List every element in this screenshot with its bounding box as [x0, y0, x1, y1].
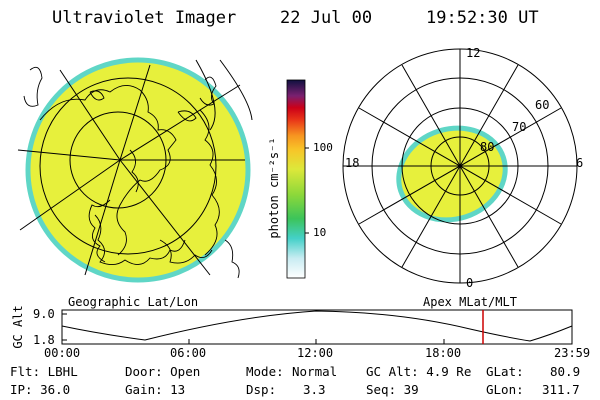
- coastline-contour: [89, 90, 105, 101]
- altitude-plot: [61, 309, 573, 345]
- longitude-line: [119, 159, 211, 276]
- mlat-label-60: 60: [535, 98, 550, 112]
- altitude-xtick: 00:00: [44, 346, 81, 360]
- info-gcalt: GC Alt: 4.9 Re: [366, 364, 472, 379]
- time-label: 19:52:30 UT: [426, 8, 539, 28]
- longitude-arc: [195, 59, 216, 131]
- auroral-oval: [396, 125, 508, 223]
- altitude-ytick: 9.0: [33, 307, 55, 321]
- coastline-outside: [23, 66, 43, 107]
- coastline-contour: [129, 149, 139, 193]
- right-panel-label: Apex MLat/MLT: [423, 295, 517, 309]
- altitude-xtick: 06:00: [170, 346, 207, 360]
- latitude-circle: [39, 77, 217, 255]
- auroral-image-disk: [25, 57, 251, 283]
- altitude-xtick: 12:00: [297, 346, 334, 360]
- longitude-arc: [219, 59, 253, 121]
- mlt-label-12: 12: [466, 46, 481, 60]
- info-gain: Gain: 13: [125, 382, 186, 397]
- info-dsp-label: Dsp:: [246, 382, 277, 397]
- longitude-line: [59, 69, 121, 161]
- info-mode-value: Normal: [292, 364, 338, 379]
- altitude-ytick: 1.8: [33, 333, 55, 347]
- info-glat-label: GLat:: [486, 364, 524, 379]
- altitude-ylabel: GC Alt: [11, 305, 25, 349]
- colorbar-tick-label: 100: [313, 141, 333, 154]
- colorbar-tick-label: 10: [313, 226, 327, 239]
- coastline-contour: [159, 239, 213, 264]
- left-panel-label: Geographic Lat/Lon: [68, 295, 199, 309]
- info-mode-label: Mode:: [246, 364, 284, 379]
- colorbar-gradient: [286, 79, 306, 279]
- longitude-line: [17, 149, 121, 161]
- longitude-line: [19, 159, 121, 231]
- coastline-contour: [199, 109, 220, 256]
- coastline-outside: [199, 76, 217, 106]
- longitude-line: [84, 159, 121, 276]
- coastline-contour: [88, 199, 111, 263]
- longitude-line: [119, 84, 241, 161]
- info-seq: Seq: 39: [366, 382, 419, 397]
- mlt-meridian: [358, 107, 562, 225]
- altitude-plot-frame: [61, 309, 573, 345]
- date-label: 22 Jul 00: [280, 8, 373, 28]
- altitude-xtick: 18:00: [425, 346, 462, 360]
- coastline-outside: [224, 239, 240, 279]
- info-dsp-value: 3.3: [303, 382, 326, 397]
- mlt-label-0: 0: [466, 276, 474, 290]
- polar-plot: [342, 48, 578, 284]
- info-ip: IP: 36.0: [10, 382, 71, 397]
- mlt-label-6: 6: [576, 156, 584, 170]
- altitude-xtick: 23:59: [554, 346, 591, 360]
- mlat-label-80: 80: [480, 140, 495, 154]
- altitude-curve: [61, 310, 573, 342]
- colorbar: [286, 79, 309, 279]
- info-glon-value: 311.7: [542, 382, 580, 397]
- info-glon-label: GLon:: [486, 382, 524, 397]
- mlt-label-18: 18: [345, 156, 360, 170]
- colorbar-unit-label: photon cm⁻²s⁻¹: [267, 137, 281, 239]
- mlat-label-70: 70: [512, 120, 527, 134]
- geographic-image: [17, 57, 253, 283]
- coastline-contour: [177, 110, 197, 122]
- info-door: Door: Open: [125, 364, 201, 379]
- longitude-line: [119, 64, 151, 161]
- instrument-title: Ultraviolet Imager: [52, 8, 237, 28]
- coastline-contour: [39, 85, 177, 256]
- info-glat-value: 80.9: [550, 364, 581, 379]
- info-flt: Flt: LBHL: [10, 364, 78, 379]
